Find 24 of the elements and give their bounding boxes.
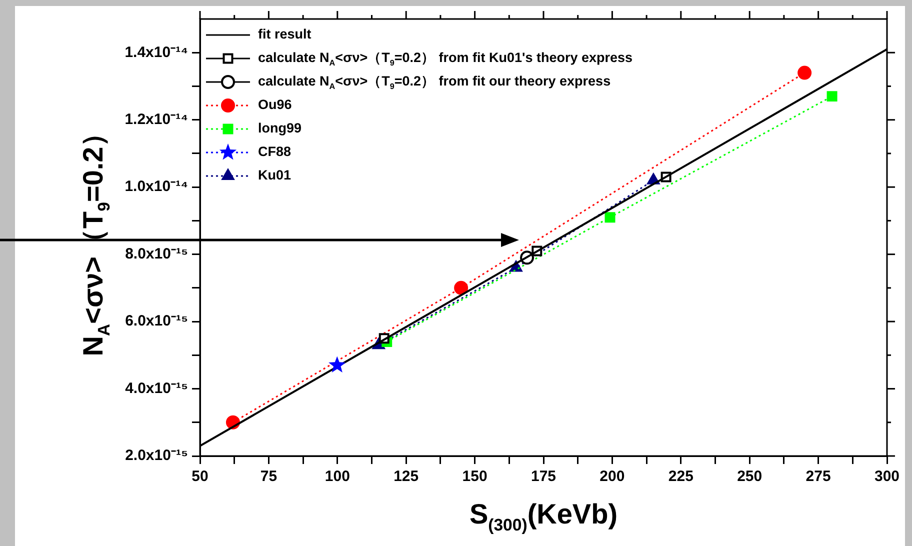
y-axis-title: NA<σν>（T9=0.2）	[78, 118, 114, 356]
legend-label: CF88	[258, 144, 292, 160]
legend-label: fit result	[258, 26, 312, 42]
legend-label: Ou96	[258, 97, 292, 112]
x-tick-label: 250	[737, 468, 762, 486]
x-tick-label: 175	[530, 468, 556, 486]
x-tick-label: 200	[600, 468, 625, 486]
y-tick-label: 8.0x10⁻¹⁵	[125, 245, 188, 262]
y-tick-label: 1.2x10⁻¹⁴	[124, 110, 188, 128]
x-tick-label: 300	[874, 468, 900, 486]
x-tick-label: 125	[394, 468, 419, 486]
y-tick-label: 1.4x10⁻¹⁴	[124, 44, 188, 61]
y-tick-label: 2.0x10⁻¹⁵	[125, 447, 188, 464]
x-tick-label: 225	[668, 468, 694, 486]
x-tick-label: 275	[806, 468, 831, 486]
y-tick-label: 6.0x10⁻¹⁵	[125, 312, 188, 330]
y-tick-label: 1.0x10⁻¹⁴	[124, 178, 188, 196]
x-tick-label: 150	[462, 468, 488, 486]
legend-label: Ku01	[258, 168, 292, 183]
x-tick-label: 100	[324, 468, 350, 486]
x-tick-label: 75	[260, 468, 278, 486]
x-tick-label: 50	[192, 468, 208, 486]
legend-label: long99	[258, 120, 302, 136]
y-tick-label: 4.0x10⁻¹⁵	[125, 380, 188, 397]
